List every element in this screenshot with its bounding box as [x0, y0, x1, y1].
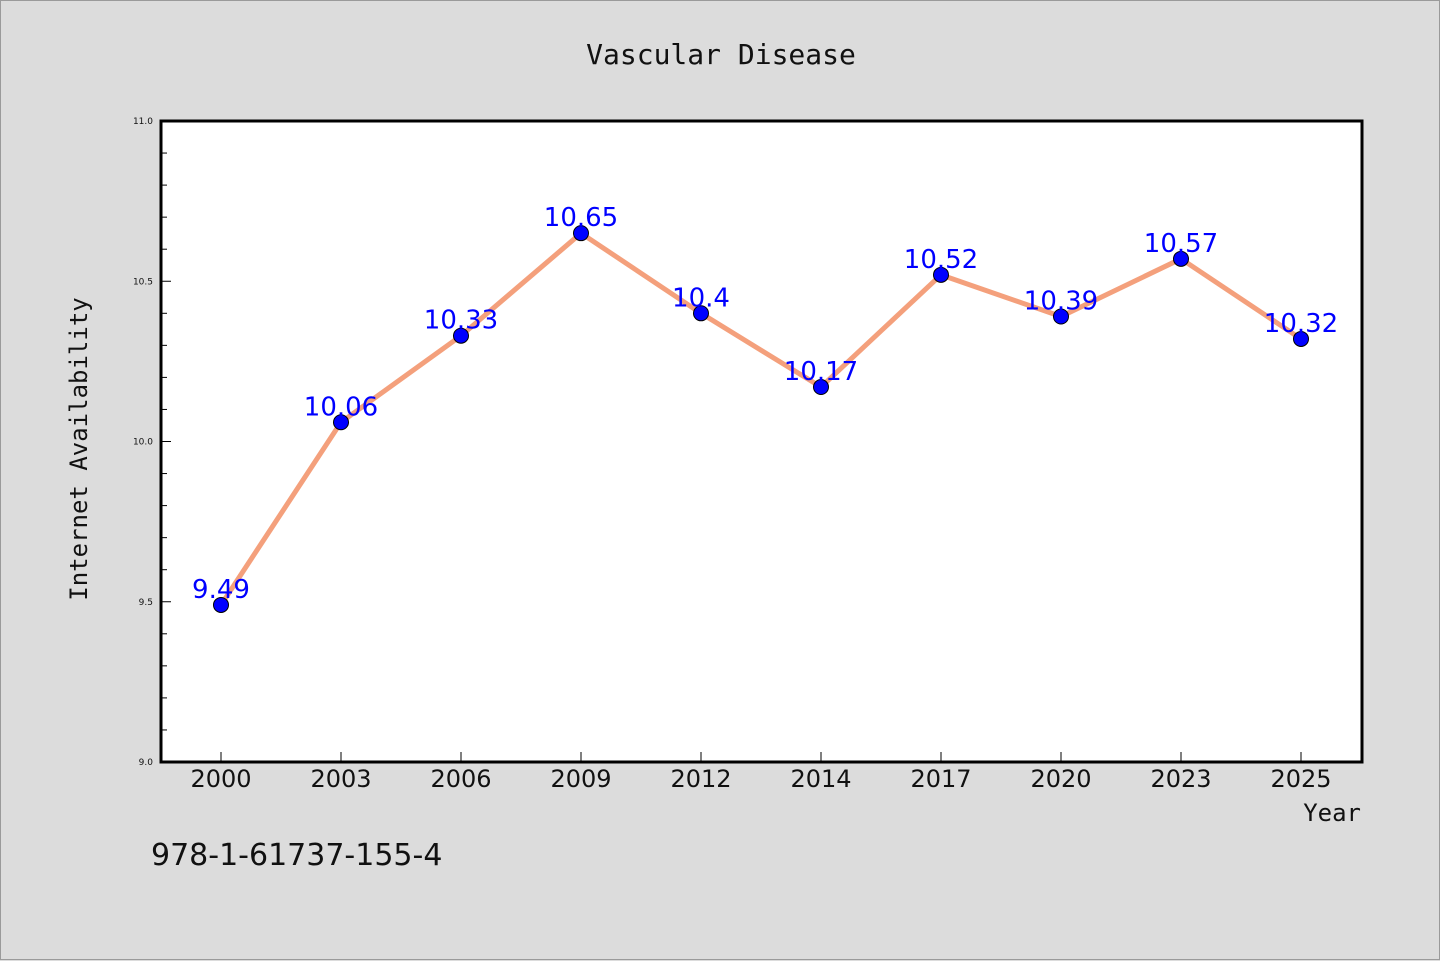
series-line — [218, 230, 1303, 607]
footnote-text: 978-1-61737-155-4 — [151, 838, 442, 873]
data-point-marker — [693, 305, 709, 322]
x-tick-label: 2000 — [190, 765, 251, 793]
y-tick-label: 10.5 — [133, 277, 153, 287]
x-tick-label: 2020 — [1030, 765, 1091, 793]
y-tick-label: 9.5 — [139, 598, 153, 608]
y-tick-label: 9.0 — [139, 758, 154, 768]
x-tick-label: 2023 — [1150, 765, 1211, 793]
series-markers — [213, 225, 1309, 613]
data-point-marker — [213, 596, 229, 613]
data-point-marker — [1293, 330, 1309, 347]
y-axis-label: Internet Availability — [65, 297, 93, 600]
data-point-marker — [813, 379, 829, 396]
data-point-marker — [933, 266, 949, 283]
y-tick-label: 11.0 — [133, 117, 153, 127]
x-tick-label: 2012 — [670, 765, 731, 793]
data-label: 10.32 — [1264, 309, 1338, 339]
data-label: 10.65 — [544, 203, 618, 233]
plot-area — [159, 119, 1364, 764]
data-label: 10.06 — [304, 392, 378, 422]
data-label: 10.17 — [784, 357, 858, 387]
data-label: 10.57 — [1144, 229, 1218, 259]
x-tick-label: 2009 — [550, 765, 611, 793]
data-label: 10.52 — [904, 245, 978, 275]
x-tick-label: 2025 — [1270, 765, 1331, 793]
data-label: 10.33 — [424, 306, 498, 336]
x-axis-label: Year — [1303, 799, 1361, 827]
data-point-marker — [1173, 250, 1189, 267]
x-tick-label: 2006 — [430, 765, 491, 793]
y-tick-label: 10.0 — [133, 438, 153, 448]
data-point-marker — [573, 225, 589, 242]
data-labels: 9.49 10.06 10.33 10.65 10.4 10.17 10.52 10.39 10… — [192, 203, 1338, 605]
x-tick-label: 2017 — [910, 765, 971, 793]
x-tick-label: 2003 — [310, 765, 371, 793]
data-point-marker — [453, 327, 469, 344]
data-label: 9.49 — [192, 575, 250, 605]
data-point-marker — [333, 414, 349, 431]
chart-title: Vascular Disease — [586, 38, 856, 71]
data-label: 10.39 — [1024, 287, 1098, 317]
data-point-marker — [1053, 308, 1069, 325]
data-label: 10.4 — [672, 283, 730, 313]
y-axis: 9.0 9.5 10.0 10.5 11.0 — [133, 117, 171, 768]
x-tick-label: 2014 — [790, 765, 851, 793]
x-axis: 2000 2003 2006 2009 2012 2014 2017 2020 2023 2025 — [190, 752, 1332, 793]
